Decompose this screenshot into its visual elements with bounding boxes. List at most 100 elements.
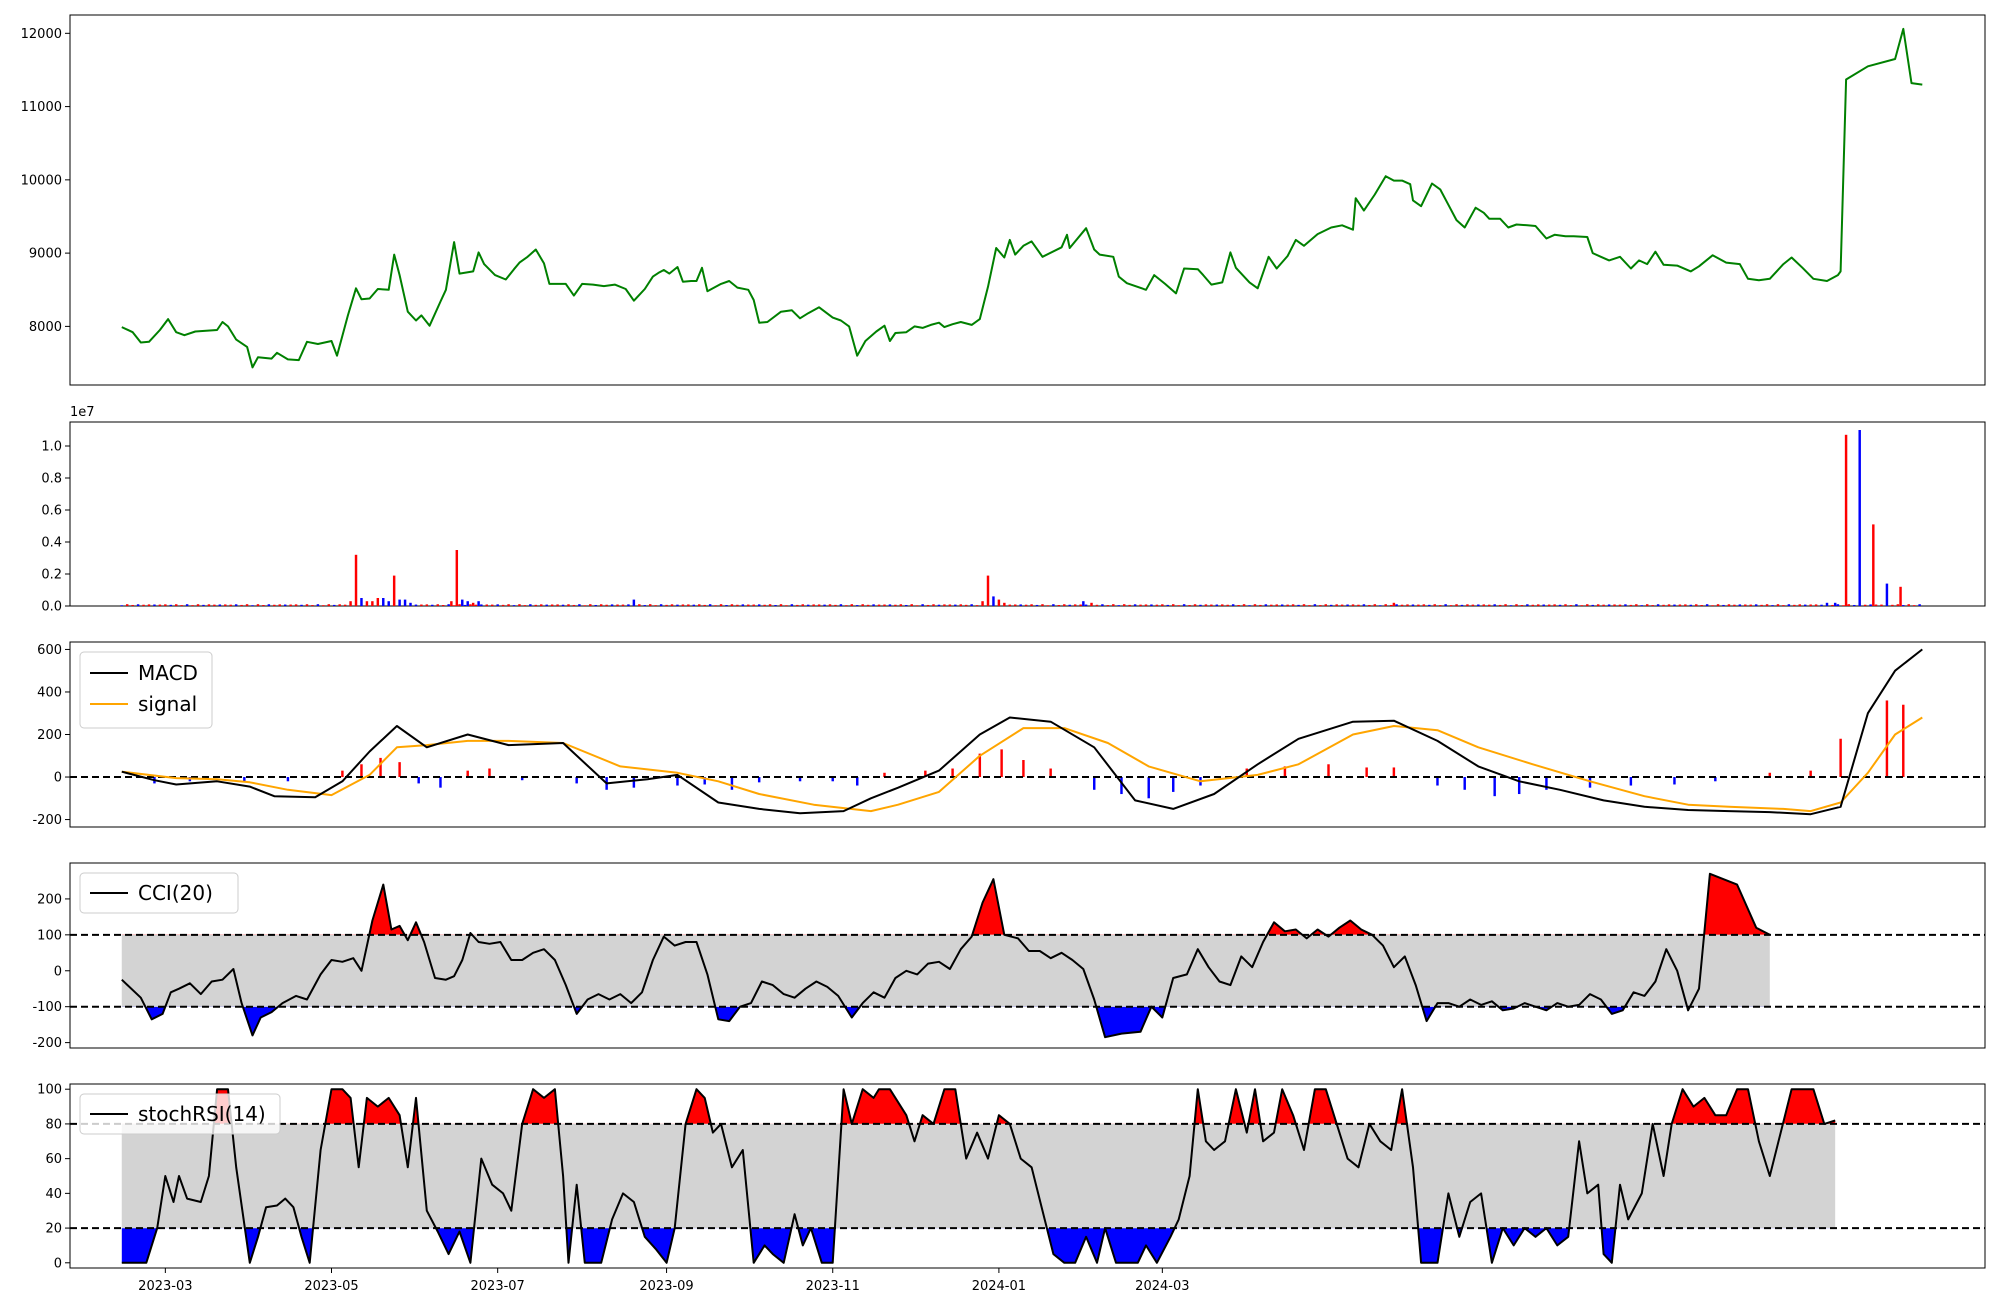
volume-bar — [1515, 604, 1518, 606]
volume-bar — [812, 604, 815, 606]
volume-bar — [392, 575, 396, 606]
date-tick-label: 2024-03 — [1135, 1279, 1189, 1294]
volume-bar — [1863, 604, 1867, 606]
volume-bar — [708, 604, 712, 606]
volume-bar — [447, 604, 450, 606]
volume-panel: 0.0 0.2 0.4 0.6 0.8 1.0 1e7 — [41, 405, 1986, 615]
price-ytick-label: 12000 — [21, 27, 62, 42]
volume-bar — [556, 604, 559, 606]
macd-ytick-label: 0 — [54, 771, 62, 786]
volume-bar — [1782, 605, 1785, 606]
volume-bar — [1602, 604, 1605, 606]
volume-bar — [262, 605, 265, 606]
date-tick-label: 2024-01 — [972, 1279, 1026, 1294]
volume-bar — [774, 605, 777, 606]
volume-bar — [136, 604, 140, 606]
volume-bar — [687, 604, 690, 606]
macd-histogram-bar — [286, 777, 290, 782]
volume-bar — [1101, 604, 1104, 606]
macd-histogram-bar — [730, 777, 734, 790]
volume-bar — [1340, 604, 1344, 606]
volume-bar — [245, 604, 249, 606]
macd-histogram-bar — [1517, 777, 1521, 795]
macd-histogram-bar — [341, 770, 344, 778]
price-ytick-label: 11000 — [21, 100, 62, 115]
macd-histogram-bar — [360, 764, 363, 778]
stochrsi-band — [121, 1123, 1836, 1229]
volume-bar — [1738, 604, 1742, 606]
volume-bar — [1482, 604, 1486, 606]
volume-bar — [1809, 604, 1812, 606]
volume-bar — [1248, 605, 1251, 606]
volume-bar — [289, 604, 292, 606]
volume-bar — [1651, 605, 1654, 606]
volume-bar — [387, 601, 390, 606]
volume-bar — [1831, 604, 1834, 606]
volume-bar — [948, 604, 952, 606]
volume-bar — [828, 604, 832, 606]
volume-bar — [213, 604, 216, 606]
volume-bar — [158, 604, 162, 606]
volume-bar — [1716, 604, 1720, 606]
volume-bar — [450, 601, 453, 606]
volume-bar — [1498, 604, 1502, 606]
volume-bar — [409, 602, 412, 606]
volume-bar — [1139, 604, 1142, 606]
cci-ytick-label: -200 — [32, 1036, 62, 1051]
volume-bar — [752, 604, 755, 606]
volume-bar — [365, 601, 369, 606]
volume-bar — [202, 604, 205, 606]
volume-bar — [1896, 604, 1900, 606]
volume-bar — [1798, 604, 1801, 606]
volume-bar — [1744, 604, 1747, 606]
volume-bar — [403, 599, 407, 606]
volume-bar — [360, 598, 363, 606]
volume-bar — [1161, 604, 1164, 606]
volume-bar — [1095, 604, 1099, 606]
volume-bar — [1210, 604, 1213, 606]
volume-bar — [1760, 604, 1763, 606]
volume-bar — [294, 604, 298, 606]
macd-histogram-bar — [398, 762, 401, 778]
volume-bar — [311, 605, 314, 606]
volume-bar — [943, 604, 946, 606]
volume-bar — [463, 604, 467, 606]
volume-bar — [992, 596, 995, 606]
volume-bar — [1825, 602, 1829, 606]
volume-bar — [1177, 605, 1180, 606]
volume-bar — [1537, 604, 1540, 606]
volume-bar — [692, 604, 696, 606]
volume-bar — [185, 604, 189, 606]
volume-ytick-label: 0.2 — [41, 568, 62, 583]
volume-bar — [529, 604, 532, 606]
volume-bar — [1820, 604, 1823, 606]
cci-line — [121, 872, 1771, 1039]
macd-histogram-bar — [379, 757, 382, 778]
volume-bar — [1596, 604, 1600, 606]
legend-signal-label: signal — [138, 692, 197, 716]
volume-bar — [1346, 604, 1349, 606]
stochrsi-ytick-label: 60 — [45, 1152, 62, 1167]
macd-histogram-bar — [243, 777, 246, 783]
volume-bar — [638, 604, 641, 606]
date-tick-label: 2023-03 — [138, 1279, 192, 1294]
volume-bar — [1640, 605, 1643, 606]
volume-bar — [507, 604, 510, 606]
macd-histogram-bar — [488, 768, 491, 778]
macd-histogram-bar — [1327, 764, 1330, 778]
volume-bar — [1052, 604, 1055, 606]
volume-bar — [1678, 604, 1682, 606]
volume-bar — [866, 604, 870, 606]
volume-bar — [1270, 604, 1273, 606]
stochrsi-ytick-label: 0 — [54, 1256, 62, 1271]
volume-ytick-label: 0.0 — [41, 600, 62, 615]
volume-bar — [471, 602, 475, 606]
volume-ytick-label: 1.0 — [41, 440, 62, 455]
volume-bar — [1150, 604, 1153, 606]
macd-histogram-bar — [757, 777, 761, 783]
volume-bar — [1392, 602, 1396, 606]
stochrsi-line — [121, 1088, 1836, 1264]
volume-bar — [790, 604, 794, 606]
volume-bar — [572, 604, 576, 606]
volume-bar — [1199, 604, 1202, 606]
